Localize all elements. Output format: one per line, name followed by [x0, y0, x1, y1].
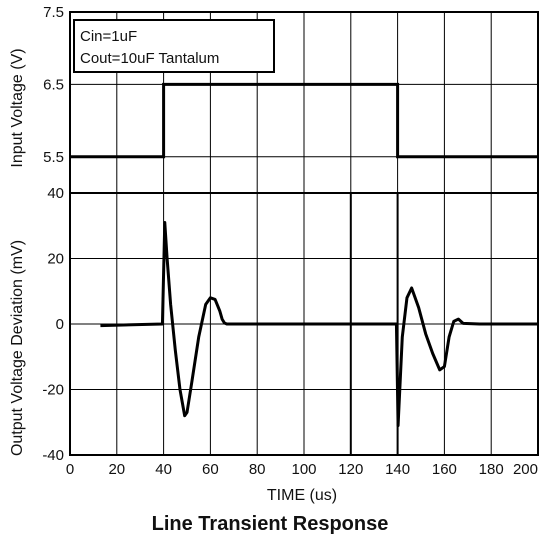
- time-x-tick-label: 100: [291, 461, 316, 478]
- legend-line-cin: Cin=1uF: [80, 28, 137, 45]
- time-x-tick-label: 40: [155, 461, 172, 478]
- legend-box: Cin=1uF Cout=10uF Tantalum: [73, 19, 275, 73]
- time-x-tick-label: 200: [513, 461, 538, 478]
- time-x-tick-label: 160: [432, 461, 457, 478]
- time-x-tick-label: 60: [202, 461, 219, 478]
- input-voltage-line: [70, 82, 538, 159]
- input-voltage-y-ticks: 5.5 6.5 7.5: [43, 4, 64, 166]
- time-x-ticks: 0 20 40 60 80 100 120 140 160 180 200: [66, 461, 538, 478]
- figure-title: Line Transient Response: [152, 513, 389, 535]
- time-x-tick-label: 140: [385, 461, 410, 478]
- input-voltage-y-axis-label: Input Voltage (V): [9, 48, 26, 167]
- output-deviation-y-tick-label: -40: [42, 447, 64, 464]
- input-voltage-y-tick-label: 7.5: [43, 4, 64, 21]
- input-voltage-y-tick-label: 6.5: [43, 76, 64, 93]
- output-deviation-y-tick-label: -20: [42, 382, 64, 399]
- time-x-tick-label: 180: [479, 461, 504, 478]
- output-deviation-y-tick-label: 0: [56, 316, 64, 333]
- output-deviation-y-tick-label: 40: [47, 185, 64, 202]
- input-voltage-y-tick-label: 5.5: [43, 149, 64, 166]
- output-deviation-series: [100, 220, 538, 428]
- legend-line-cout: Cout=10uF Tantalum: [80, 50, 219, 67]
- output-deviation-line: [100, 220, 538, 428]
- input-voltage-series: [70, 82, 538, 159]
- time-x-tick-label: 0: [66, 461, 74, 478]
- time-x-tick-label: 120: [338, 461, 363, 478]
- time-x-tick-label: 80: [249, 461, 266, 478]
- output-deviation-y-ticks: -40 -20 0 20 40: [42, 185, 64, 464]
- legend-frame: [73, 19, 275, 73]
- time-x-axis-label: TIME (us): [267, 487, 337, 504]
- output-deviation-y-tick-label: 20: [47, 251, 64, 268]
- output-deviation-y-axis-label: Output Voltage Deviation (mV): [9, 240, 26, 456]
- time-x-tick-label: 20: [108, 461, 125, 478]
